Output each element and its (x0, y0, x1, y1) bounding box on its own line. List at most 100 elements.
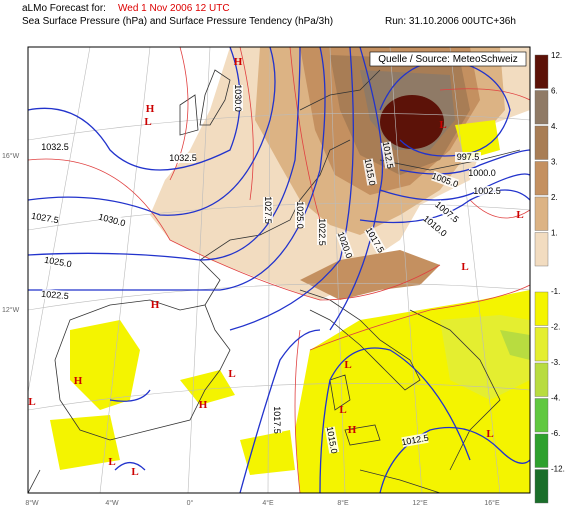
isobar-label: 1000.0 (468, 168, 496, 178)
isobar-label-bg (44, 254, 72, 270)
legend-swatch (534, 161, 549, 196)
pressure-center: L (108, 456, 115, 468)
legend-swatch (534, 398, 549, 433)
tendency-contour (28, 47, 530, 493)
map-body: Quelle / Source: MeteoSchweiz 1032.5 1030… (28, 47, 530, 493)
isobar-label-bg (431, 170, 459, 190)
isobar-label: 1015.0 (325, 426, 340, 455)
isobar-label-bg (98, 211, 126, 229)
color-legend: 12. 6. 4. 3. 2. 1. -1. -2. -3. -4. -6. -12. (534, 51, 565, 504)
run-info: Run: 31.10.2006 00UTC+36h (385, 16, 516, 27)
pressure-center: L (28, 396, 35, 408)
pressure-center: H (151, 299, 160, 311)
tendency-area (50, 415, 120, 470)
tendency-area (240, 430, 295, 475)
longitude-label: 4°E (262, 499, 274, 507)
legend-label: 4. (551, 122, 558, 131)
longitude-label: 8°W (25, 499, 39, 507)
legend-swatch (534, 362, 549, 397)
source: Quelle / Source: MeteoSchweiz (378, 54, 518, 65)
isobar-label-bg (421, 213, 449, 239)
isobar-label: 1017.5 (272, 406, 282, 434)
pressure-center: L (339, 404, 346, 416)
latitude-label: 12°W (2, 306, 20, 314)
pressure-center: L (131, 466, 138, 478)
pressure-center: H (234, 56, 243, 68)
legend-swatch (534, 232, 549, 267)
tendency-area (70, 320, 140, 410)
isobar-label-bg (362, 158, 378, 186)
legend-label: -4. (551, 394, 560, 403)
graticule (28, 47, 530, 493)
isobar-label: 1030.0 (233, 84, 243, 112)
legend-swatch (534, 54, 549, 89)
isobar-label-bg (401, 432, 429, 448)
isobar-label-bg (233, 85, 243, 111)
legend-swatch (534, 90, 549, 125)
isobar-label-bg (380, 141, 396, 169)
isobar-label-bg (433, 199, 461, 225)
subtitle: Sea Surface Pressure (hPa) and Surface P… (22, 16, 333, 27)
longitude-label: 16°E (484, 499, 500, 507)
latitude-label: 16°W (2, 152, 20, 160)
pressure-center: L (516, 209, 523, 221)
isobar-label: 1022.5 (317, 218, 327, 246)
pressure-center: H (348, 424, 357, 436)
longitude-label: 8°E (337, 499, 349, 507)
isobar-label-bg (31, 210, 59, 226)
legend-label: 2. (551, 193, 558, 202)
isobar-label-bg (324, 426, 340, 454)
legend-swatch (534, 196, 549, 231)
pressure-center: H (199, 399, 208, 411)
legend-label: -1. (551, 287, 560, 296)
isobar-label-bg (272, 407, 282, 433)
tendency-area (300, 250, 440, 300)
isobar (28, 47, 530, 493)
coordinate-labels: 8°W 4°W 0° 4°E 8°E 12°E 16°E 16°W 12°W (2, 152, 500, 507)
coastline (28, 69, 521, 493)
longitude-label: 0° (187, 499, 194, 507)
legend-swatch (534, 433, 549, 468)
pressure-center: H (146, 103, 155, 115)
isobar-label-bg (469, 168, 495, 178)
isobar-label: 1002.5 (473, 186, 501, 196)
isobar-label: 1012.5 (401, 433, 430, 448)
title-prefix: aLMo Forecast for: (22, 3, 106, 14)
isobar-label-bg (335, 231, 355, 259)
tendency-area (380, 95, 444, 149)
pressure-center: L (144, 116, 151, 128)
legend-label: -3. (551, 358, 560, 367)
legend-label: -2. (551, 323, 560, 332)
isobar-label: 1032.5 (41, 142, 69, 152)
legend-label: 1. (551, 229, 558, 238)
isobar-label-bg (42, 142, 68, 152)
isobar-label-bg (263, 197, 273, 223)
isobar-label-bg (474, 186, 500, 196)
isobar-label-bg (295, 202, 305, 228)
tendency-area (455, 120, 500, 160)
pressure-center: L (344, 359, 351, 371)
legend-label: -12. (551, 465, 565, 474)
source-box (369, 51, 527, 67)
isobar-label-bg (317, 219, 327, 245)
legend-swatch (534, 469, 549, 504)
title-date: Wed 1 Nov 2006 12 UTC (118, 3, 230, 14)
longitude-label: 12°E (412, 499, 428, 507)
isobar-label: 1027.5 (263, 196, 273, 224)
isobar-label: 1012.5 (381, 141, 396, 170)
map-frame (27, 46, 531, 494)
legend-swatch (534, 125, 549, 160)
isobar-label: 1025.0 (44, 255, 73, 270)
isobar-label: 1032.5 (169, 153, 197, 163)
pressure-center: L (439, 119, 446, 131)
isobar-label: 1022.5 (41, 289, 69, 301)
isobar-label-bg (170, 153, 196, 163)
pressure-center: H (74, 375, 83, 387)
pressure-center: L (461, 261, 468, 273)
isobar-label-bg (364, 226, 386, 254)
isobar-label: 997.5 (457, 152, 480, 162)
legend-swatch (534, 291, 549, 326)
